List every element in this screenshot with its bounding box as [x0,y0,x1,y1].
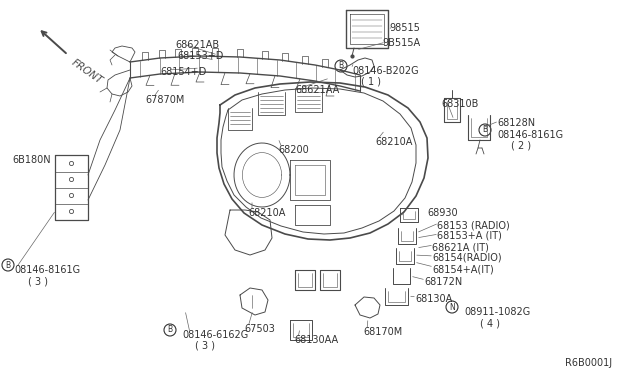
Text: 67870M: 67870M [145,95,184,105]
Text: ( 3 ): ( 3 ) [195,341,215,351]
Text: 68621AB: 68621AB [175,40,219,50]
Text: B: B [168,326,173,334]
Text: B: B [483,125,488,135]
Text: 68172N: 68172N [424,277,462,287]
Text: 68621AA: 68621AA [295,85,339,95]
Text: 68210A: 68210A [248,208,285,218]
Text: 08146-6162G: 08146-6162G [182,330,248,340]
Text: 08146-8161G: 08146-8161G [14,265,80,275]
Text: 68153+A (IT): 68153+A (IT) [437,231,502,241]
Text: B: B [339,61,344,71]
Text: R6B0001J: R6B0001J [565,358,612,368]
Text: 68153 (RADIO): 68153 (RADIO) [437,220,509,230]
Text: 08146-8161G: 08146-8161G [497,130,563,140]
Text: 68310B: 68310B [441,99,478,109]
Text: 68153+D: 68153+D [177,51,223,61]
Text: ( 2 ): ( 2 ) [511,141,531,151]
Text: 68210A: 68210A [375,137,412,147]
Text: 08146-B202G: 08146-B202G [352,66,419,76]
Text: ( 1 ): ( 1 ) [361,76,381,86]
Text: ( 3 ): ( 3 ) [28,276,48,286]
Text: 68128N: 68128N [497,118,535,128]
Text: 68154+D: 68154+D [160,67,206,77]
Text: 08911-1082G: 08911-1082G [464,307,531,317]
Text: 67503: 67503 [244,324,275,334]
Text: 68930: 68930 [427,208,458,218]
Text: 68154(RADIO): 68154(RADIO) [432,253,502,263]
Text: ( 4 ): ( 4 ) [480,318,500,328]
Text: 98515: 98515 [389,23,420,33]
Text: 68170M: 68170M [363,327,403,337]
Text: 68621A (IT): 68621A (IT) [432,242,489,252]
Text: 68200: 68200 [278,145,308,155]
Text: N: N [449,302,455,311]
Text: 68154+A(IT): 68154+A(IT) [432,264,493,274]
Text: B: B [5,260,11,269]
Text: 68130A: 68130A [415,294,452,304]
Text: 9B515A: 9B515A [382,38,420,48]
Text: FRONT: FRONT [70,57,105,86]
Text: 6B180N: 6B180N [12,155,51,165]
Text: 68130AA: 68130AA [294,335,338,345]
